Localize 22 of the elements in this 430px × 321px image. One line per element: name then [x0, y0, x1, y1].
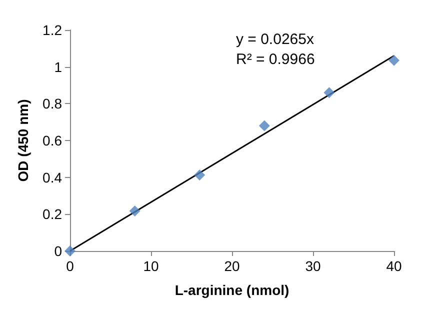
x-tick-label: 30 — [305, 258, 321, 274]
y-tick-label: 0.2 — [42, 206, 62, 222]
y-tick-label: 0.8 — [42, 96, 62, 112]
point — [388, 54, 400, 66]
annotation: y = 0.0265x — [236, 31, 314, 48]
y-tick-label: 0.6 — [42, 132, 62, 148]
x-tick-label: 20 — [224, 258, 240, 274]
x-tick-label: 40 — [386, 258, 402, 274]
y-tick-label: 0 — [54, 243, 62, 259]
point — [129, 206, 140, 217]
point — [194, 169, 206, 180]
y-axis-title: OD (450 nm) — [15, 99, 31, 182]
x-axis-title: L-arginine (nmol) — [174, 282, 290, 298]
point — [324, 87, 335, 98]
y-tick-label: 1.2 — [42, 22, 62, 38]
y-tick-label: 1 — [54, 58, 62, 75]
point — [258, 120, 270, 132]
annotation: R² = 0.9966 — [236, 51, 315, 68]
x-tick-label: 10 — [143, 258, 159, 274]
x-tick-label: 0 — [66, 258, 74, 274]
point — [64, 246, 76, 256]
y-tick-label: 0.4 — [42, 169, 62, 186]
